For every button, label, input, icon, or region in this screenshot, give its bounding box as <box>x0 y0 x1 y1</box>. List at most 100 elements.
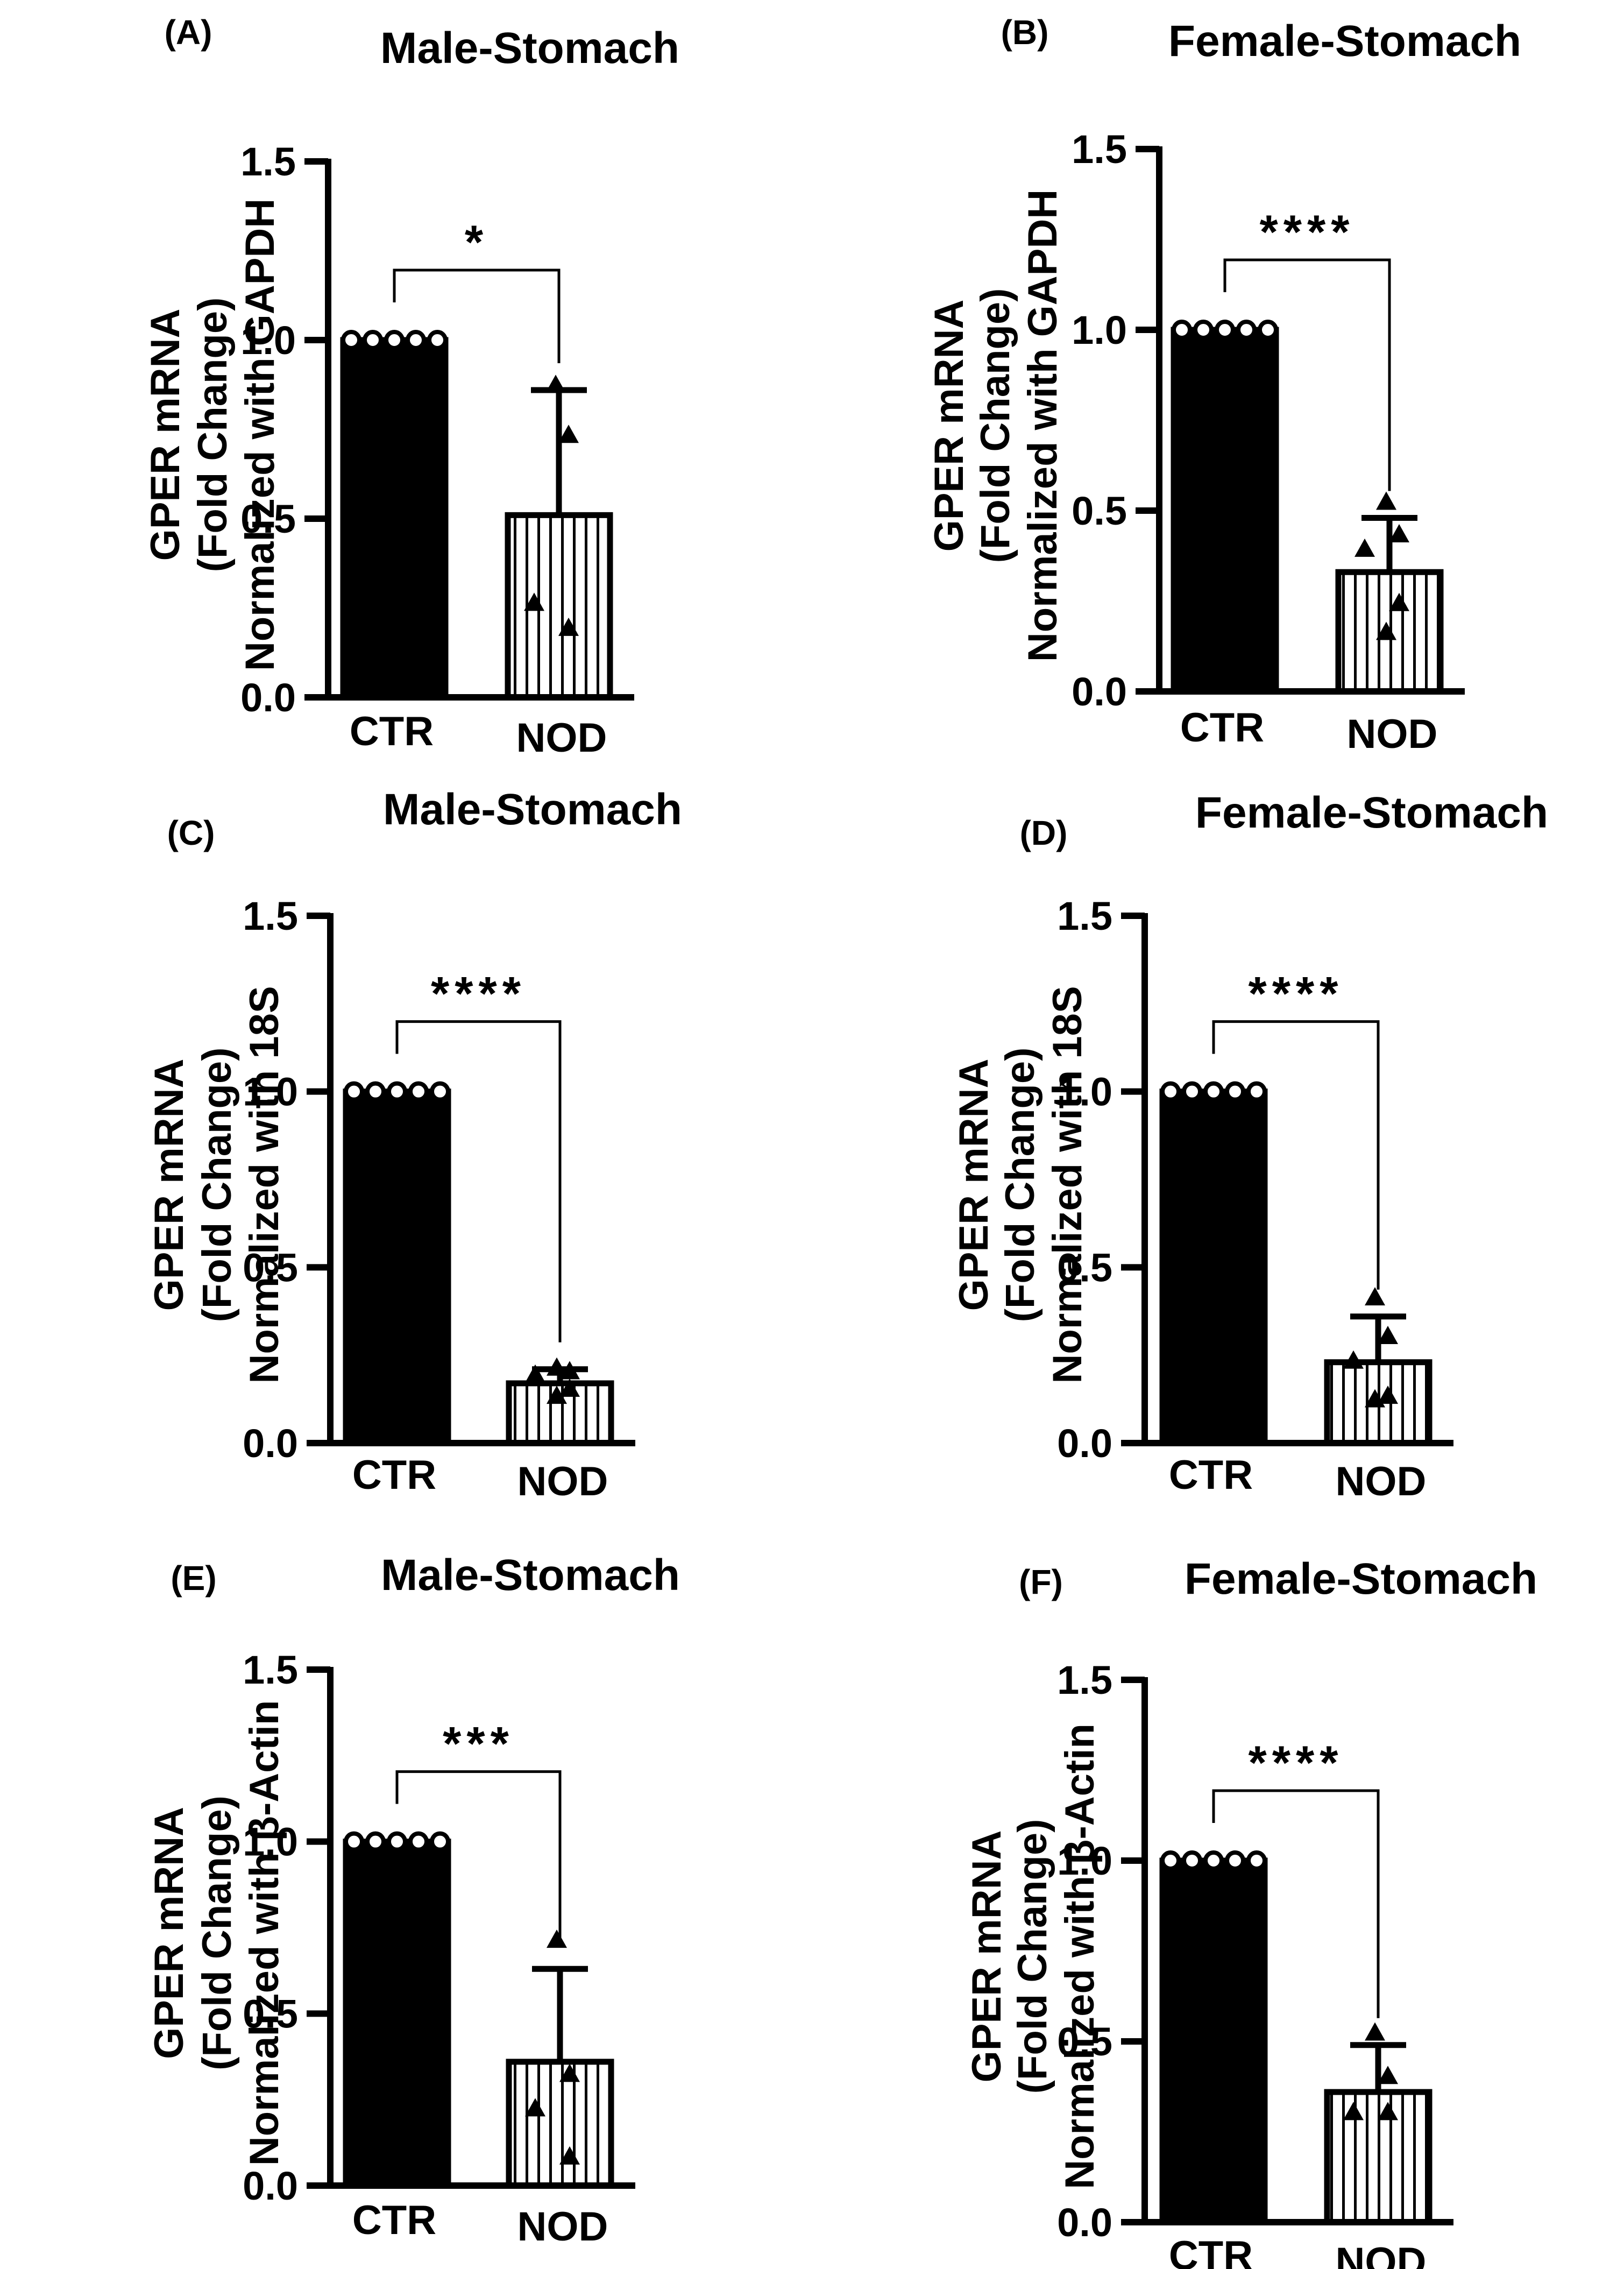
data-point-circle <box>387 1831 407 1852</box>
chart-title: Female-Stomach <box>1195 788 1548 837</box>
y-tick-label: 0.5 <box>243 1245 298 1290</box>
bar-ctr <box>343 1088 451 1446</box>
y-axis-label: Normalized with 18S <box>1045 986 1090 1383</box>
x-tick-label: NOD <box>1347 711 1438 757</box>
panel-label: (B) <box>1001 13 1049 52</box>
x-tick-label: CTR <box>350 709 434 754</box>
y-axis-label: Normalized with β-Actin <box>1057 1723 1103 2189</box>
data-point-triangle <box>524 592 544 611</box>
bar-ctr <box>343 1839 451 2189</box>
y-axis-label: GPER mRNA <box>143 309 188 561</box>
data-point-triangle <box>1343 2102 1364 2120</box>
data-point-circle <box>1182 1081 1202 1102</box>
y-tick-label: 1.0 <box>243 1070 298 1114</box>
panel-label: (A) <box>165 13 212 52</box>
y-tick-label: 0.5 <box>1057 1245 1112 1290</box>
panel-label: (E) <box>171 1559 216 1598</box>
significance-bracket <box>395 1770 562 1942</box>
y-axis-label: GPER mRNA <box>146 1807 192 2059</box>
significance-marker: **** <box>1260 205 1355 258</box>
y-tick-label: 0.5 <box>240 497 296 541</box>
y-axis-label: Normalized with β-Actin <box>242 1700 287 2166</box>
data-point-circle <box>1203 1850 1224 1871</box>
data-point-triangle <box>547 1929 567 1948</box>
data-point-triangle <box>1354 538 1375 557</box>
data-point-circle <box>430 1831 450 1852</box>
bar-ctr <box>1171 327 1279 695</box>
x-tick-label: NOD <box>517 1459 608 1504</box>
chart-panel: (E) Male-Stomach GPER mRNA (Fold Change) Nor… <box>146 1551 680 2250</box>
data-point-circle <box>1246 1081 1267 1102</box>
data-point-circle <box>1193 320 1214 340</box>
data-point-circle <box>365 1081 386 1102</box>
data-point-triangle <box>1378 2102 1398 2120</box>
significance-marker: **** <box>1249 1736 1344 1789</box>
y-tick-label: 1.0 <box>240 318 296 363</box>
data-point-triangle <box>547 1386 567 1404</box>
data-point-circle <box>1160 1081 1181 1102</box>
data-point-triangle <box>559 1361 580 1380</box>
y-axis-label: (Fold Change) <box>997 1048 1043 1323</box>
data-point-triangle <box>1389 592 1409 611</box>
data-point-triangle <box>558 425 579 443</box>
x-tick-label: CTR <box>1169 2233 1253 2269</box>
significance-bracket <box>1212 1020 1380 1290</box>
data-point-triangle <box>559 1379 580 1397</box>
significance-bracket <box>395 1020 562 1342</box>
y-tick-label: 0.0 <box>243 2164 298 2208</box>
chart-title: Female-Stomach <box>1185 1554 1537 1603</box>
y-tick-label: 0.5 <box>1057 2019 1112 2064</box>
y-tick-label: 0.5 <box>1072 489 1127 533</box>
x-tick-label: CTR <box>1180 705 1264 751</box>
y-tick-label: 0.0 <box>1072 669 1127 714</box>
data-point-circle <box>408 1081 429 1102</box>
data-point-triangle <box>559 2063 580 2082</box>
data-point-circle <box>1182 1850 1202 1871</box>
data-point-circle <box>344 1081 364 1102</box>
panel-label: (D) <box>1020 814 1068 852</box>
significance-bracket <box>1223 258 1391 491</box>
y-tick-label: 1.5 <box>1057 1658 1112 1702</box>
significance-marker: **** <box>1249 967 1344 1020</box>
x-tick-label: NOD <box>1336 1459 1427 1504</box>
data-point-triangle <box>1343 1350 1364 1369</box>
significance-marker: * <box>465 215 488 268</box>
data-point-circle <box>387 1081 407 1102</box>
data-point-triangle <box>545 374 566 393</box>
data-point-triangle <box>1378 1386 1398 1404</box>
data-point-triangle <box>1378 2066 1398 2084</box>
significance-bracket <box>393 268 561 363</box>
x-tick-label: NOD <box>517 2204 608 2250</box>
data-point-triangle <box>559 2146 580 2165</box>
x-tick-label: NOD <box>516 715 607 761</box>
y-tick-label: 1.0 <box>1057 1070 1112 1114</box>
significance-marker: *** <box>443 1717 514 1770</box>
x-tick-label: CTR <box>1169 1452 1253 1498</box>
data-point-circle <box>365 1831 386 1852</box>
chart-panel: (A) Male-Stomach GPER mRNA (Fold Change) Nor… <box>143 13 679 761</box>
y-tick-label: 0.0 <box>243 1421 298 1466</box>
data-point-circle <box>408 1831 429 1852</box>
bar-ctr <box>1159 1088 1268 1446</box>
significance-marker: **** <box>431 967 526 1020</box>
y-axis-label: Normalized with GAPDH <box>1020 189 1066 662</box>
bar-ctr <box>340 337 449 701</box>
bar-ctr <box>1159 1857 1268 2225</box>
data-point-triangle <box>1365 1389 1385 1408</box>
y-tick-label: 1.0 <box>1057 1839 1112 1883</box>
data-point-circle <box>1246 1850 1267 1871</box>
data-point-circle <box>344 1831 364 1852</box>
y-tick-label: 0.0 <box>1057 1421 1112 1466</box>
chart-title: Male-Stomach <box>383 785 682 834</box>
panel-label: (F) <box>1019 1563 1063 1601</box>
chart-title: Male-Stomach <box>380 24 679 73</box>
y-axis-label: (Fold Change) <box>973 288 1018 563</box>
data-point-triangle <box>1365 1287 1385 1306</box>
data-point-circle <box>1236 320 1257 340</box>
data-point-circle <box>1225 1850 1245 1871</box>
data-point-circle <box>341 330 361 350</box>
data-point-circle <box>1160 1850 1181 1871</box>
